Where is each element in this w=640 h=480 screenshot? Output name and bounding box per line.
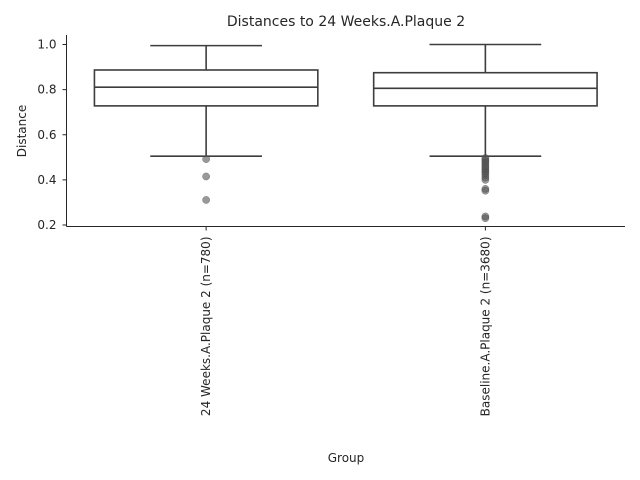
box-series [93,43,598,223]
outlier-point [481,176,490,184]
outlier-point [202,172,210,181]
x-axis-label: Group [328,451,365,465]
y-tick-label: 1.0 [37,38,56,52]
x-axis-ticks: 24 Weeks.A.Plaque 2 (n=780) Baseline.A.Pl… [199,226,492,417]
chart-title: Distances to 24 Weeks.A.Plaque 2 [227,14,465,30]
box-group [372,43,598,223]
interquartile-box [372,71,598,107]
outlier-point [481,186,490,195]
y-axis-ticks: 0.2 0.4 0.6 0.8 1.0 [37,38,67,232]
y-axis-label: Distance [15,105,29,157]
outlier-point [481,214,490,223]
outlier-point [202,155,210,163]
box-group [93,44,319,204]
x-tick-label: Baseline.A.Plaque 2 (n=3680) [478,237,492,417]
y-tick-label: 0.2 [37,218,56,232]
outlier-point [202,196,210,204]
x-tick-label: 24 Weeks.A.Plaque 2 (n=780) [199,237,213,417]
y-tick-label: 0.8 [37,83,56,97]
y-tick-label: 0.4 [37,173,56,187]
y-tick-label: 0.6 [37,128,56,142]
